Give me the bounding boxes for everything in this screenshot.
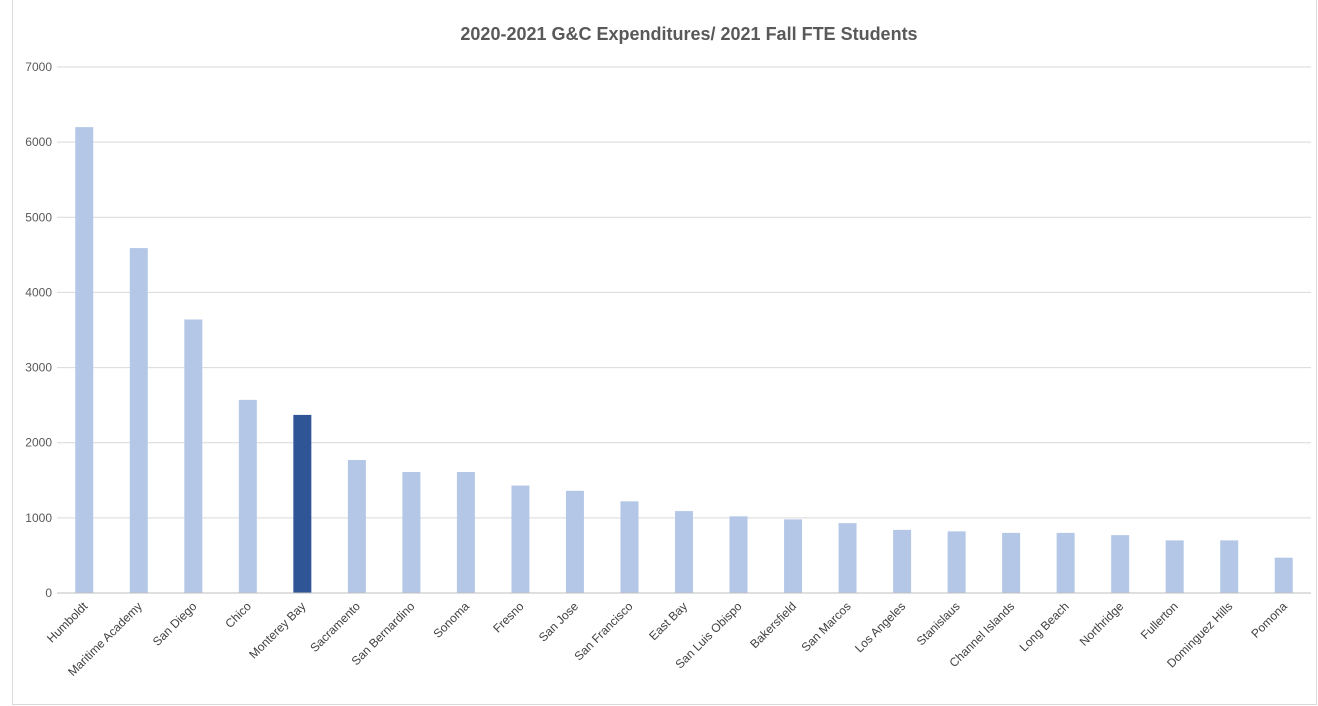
bar-channel-islands [1002, 533, 1020, 593]
bar-northridge [1111, 535, 1129, 593]
bar-fullerton [1166, 540, 1184, 593]
x-tick-label: Northridge [1077, 599, 1127, 649]
bar-los-angeles [893, 530, 911, 593]
x-tick-label: San Marcos [799, 599, 854, 654]
bar-stanislaus [948, 531, 966, 593]
x-tick-label: Sonoma [431, 599, 473, 641]
bar-san-francisco [620, 501, 638, 593]
y-tick-label: 3000 [25, 361, 52, 375]
x-tick-label: Long Beach [1017, 599, 1072, 654]
y-tick-label: 4000 [25, 285, 52, 299]
x-tick-label: Chico [222, 599, 254, 631]
y-tick-label: 6000 [25, 135, 52, 149]
y-tick-label: 7000 [25, 60, 52, 74]
bars [75, 127, 1292, 593]
bar-sonoma [457, 472, 475, 593]
chart-frame: 2020-2021 G&C Expenditures/ 2021 Fall FT… [12, 0, 1317, 705]
y-tick-label: 0 [45, 586, 52, 600]
bar-san-jose [566, 491, 584, 593]
bar-san-luis-obispo [730, 516, 748, 593]
x-tick-label: Fresno [490, 599, 527, 636]
x-tick-label: Sacramento [307, 599, 363, 655]
x-tick-label: Fullerton [1138, 599, 1181, 642]
x-tick-label: Stanislaus [914, 599, 963, 648]
bar-humboldt [75, 127, 93, 593]
x-tick-label: Pomona [1248, 599, 1290, 641]
x-tick-label: Bakersfield [747, 599, 799, 651]
y-axis: 0 1000 2000 3000 4000 5000 6000 7000 [25, 60, 52, 600]
x-tick-label: Los Angeles [852, 599, 908, 655]
bar-san-diego [184, 319, 202, 593]
bar-fresno [511, 486, 529, 593]
x-tick-label: East Bay [646, 599, 690, 643]
y-tick-label: 2000 [25, 436, 52, 450]
x-tick-label: San Jose [536, 599, 582, 645]
x-tick-label: Monterey Bay [246, 599, 308, 661]
bar-san-marcos [839, 523, 857, 593]
chart-title: 2020-2021 G&C Expenditures/ 2021 Fall FT… [460, 24, 917, 44]
y-tick-label: 5000 [25, 210, 52, 224]
y-tick-label: 1000 [25, 511, 52, 525]
x-tick-label: Humboldt [44, 599, 91, 646]
bar-maritime-academy [130, 248, 148, 593]
bar-east-bay [675, 511, 693, 593]
x-tick-label: San Diego [150, 599, 200, 649]
bar-dominguez-hills [1220, 540, 1238, 593]
bar-monterey-bay [293, 415, 311, 593]
bar-pomona [1275, 558, 1293, 593]
bar-san-bernardino [402, 472, 420, 593]
bar-chart: 2020-2021 G&C Expenditures/ 2021 Fall FT… [13, 0, 1318, 705]
bar-long-beach [1057, 533, 1075, 593]
bar-chico [239, 400, 257, 593]
x-tick-label: San Francisco [571, 599, 635, 663]
bar-sacramento [348, 460, 366, 593]
bar-bakersfield [784, 519, 802, 593]
